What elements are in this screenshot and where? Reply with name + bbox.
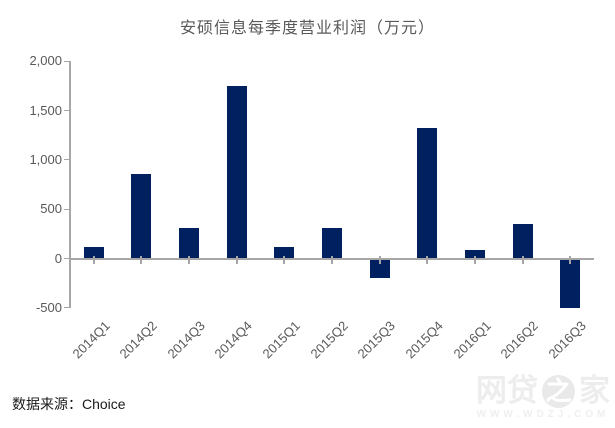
x-axis-label: 2014Q1 — [69, 318, 113, 362]
bar — [512, 223, 533, 259]
x-axis-tick — [473, 255, 476, 264]
x-axis-tick — [188, 255, 191, 264]
bar — [226, 85, 247, 259]
x-axis-tick — [140, 255, 143, 264]
bar — [83, 247, 104, 259]
y-axis-tick — [64, 159, 70, 161]
bar — [464, 249, 485, 259]
y-axis-tick — [64, 60, 70, 62]
x-axis-tick — [283, 255, 286, 264]
x-axis-label: 2014Q3 — [164, 318, 208, 362]
x-axis-label: 2014Q2 — [116, 318, 161, 362]
x-axis-tick — [92, 255, 95, 264]
x-axis-label: 2016Q2 — [497, 318, 542, 362]
x-axis-label: 2015Q2 — [307, 318, 351, 362]
y-axis-tick — [64, 110, 70, 112]
bar — [131, 173, 152, 259]
x-axis-label: 2016Q1 — [450, 318, 494, 362]
y-axis-label: 1,000 — [29, 151, 62, 167]
y-axis-label: 1,500 — [29, 102, 62, 118]
y-axis-label: -500 — [35, 299, 62, 315]
y-axis-label: 500 — [40, 201, 62, 217]
x-axis-tick — [235, 255, 238, 264]
x-axis-tick — [378, 255, 381, 264]
x-axis-tick — [426, 255, 429, 264]
x-axis-tick — [569, 255, 572, 264]
bar — [322, 227, 342, 259]
bar — [274, 246, 295, 259]
bar — [560, 258, 581, 308]
x-axis-label: 2014Q4 — [212, 318, 256, 362]
y-axis-tick — [64, 208, 70, 210]
chart-title: 安硕信息每季度营业利润（万元） — [179, 20, 435, 37]
y-axis-label: 0 — [54, 250, 62, 266]
bar — [369, 258, 390, 278]
data-source-label: 数据来源：Choice — [12, 396, 126, 412]
x-axis-label: 2015Q4 — [402, 318, 446, 362]
x-axis-label: 2016Q3 — [545, 318, 589, 362]
y-axis-tick — [64, 307, 70, 309]
x-axis-label: 2015Q3 — [354, 318, 399, 362]
bar — [417, 128, 438, 259]
x-axis-tick — [521, 255, 524, 264]
y-axis-label: 2,000 — [29, 53, 62, 69]
y-axis-tick — [64, 258, 70, 259]
bar — [179, 227, 200, 259]
x-axis-label: 2015Q1 — [259, 318, 303, 362]
y-axis-line — [69, 61, 71, 308]
x-axis-tick — [331, 255, 333, 264]
